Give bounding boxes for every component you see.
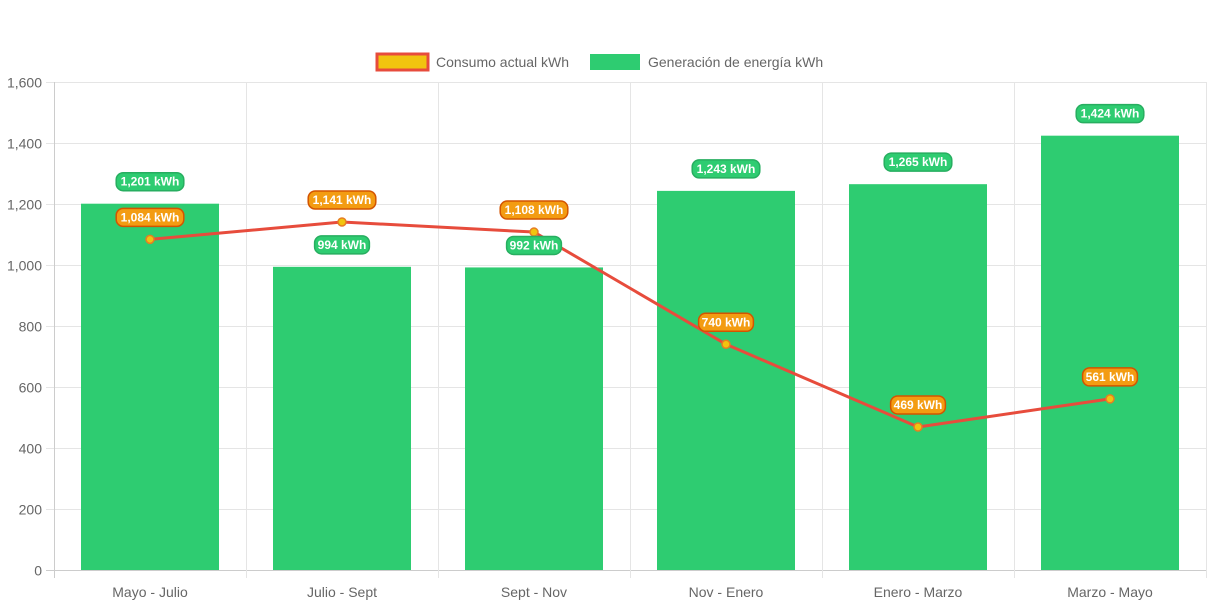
data-label-bg [691, 159, 761, 179]
x-tick-label: Sept - Nov [501, 584, 567, 600]
consumption-line [149, 220, 1111, 429]
y-tick-label: 1,600 [7, 75, 42, 91]
legend[interactable]: Consumo actual kWh Generación de energía … [375, 52, 823, 72]
bar-value-label: 992 kWh [505, 235, 563, 256]
bar-value-label: 1,424 kWh [1075, 103, 1145, 124]
line-point[interactable] [337, 217, 347, 227]
data-label-bg [883, 152, 953, 172]
data-label-bg [697, 312, 755, 333]
data-label-text: 740 kWh [702, 315, 751, 329]
bar[interactable] [81, 203, 219, 570]
y-tick-label: 200 [19, 502, 43, 518]
data-label-text: 469 kWh [894, 398, 943, 412]
bar-value-label: 1,243 kWh [691, 159, 761, 179]
bar-series [81, 135, 1179, 571]
x-tick-label: Julio - Sept [307, 584, 377, 600]
data-label-bg [889, 395, 947, 415]
bar[interactable] [849, 184, 987, 571]
data-label-bg [1075, 103, 1145, 124]
y-tick-label: 1,000 [7, 258, 42, 274]
x-tick-label: Nov - Enero [689, 584, 764, 600]
data-label-bg [115, 171, 185, 192]
data-label-text: 994 kWh [318, 238, 367, 252]
bar[interactable] [657, 190, 795, 570]
line-value-label: 469 kWh [889, 395, 947, 415]
data-label-bg [313, 235, 371, 255]
legend-swatch [590, 54, 640, 70]
data-label-text: 1,201 kWh [121, 175, 180, 189]
legend-item-generacion[interactable]: Generación de energía kWh [590, 54, 823, 70]
bar[interactable] [1041, 135, 1179, 570]
line-point[interactable] [721, 339, 731, 350]
data-label-bg [307, 190, 377, 210]
x-tick-label: Mayo - Julio [112, 584, 188, 600]
data-label-text: 1,084 kWh [121, 210, 180, 224]
data-label-text: 1,424 kWh [1081, 107, 1140, 121]
line-point[interactable] [913, 422, 923, 432]
line-series [145, 217, 1115, 432]
line-value-label: 1,084 kWh [115, 207, 185, 228]
y-tick-label: 1,200 [7, 197, 42, 213]
data-label-bg [115, 207, 185, 228]
legend-item-consumo[interactable]: Consumo actual kWh [375, 52, 569, 72]
bar[interactable] [465, 267, 603, 570]
line-value-label: 1,108 kWh [499, 200, 569, 220]
line-value-label: 1,141 kWh [307, 190, 377, 210]
line-value-label: 561 kWh [1081, 367, 1139, 387]
y-tick-label: 600 [19, 380, 43, 396]
y-tick-label: 800 [19, 319, 43, 335]
data-label-bg [499, 200, 569, 220]
data-label-bg [505, 235, 563, 256]
bar[interactable] [273, 266, 411, 570]
grid: 0 200 400 600 800 1,000 1,200 1,400 1,600 Mayo - … [7, 75, 1207, 600]
x-tick-label: Marzo - Mayo [1067, 584, 1153, 600]
data-label-text: 1,141 kWh [313, 193, 372, 207]
line-point[interactable] [529, 227, 539, 237]
data-label-text: 561 kWh [1086, 370, 1135, 384]
line-point[interactable] [1105, 394, 1115, 404]
bar-value-label: 1,201 kWh [115, 171, 185, 192]
y-tick-label: 400 [19, 441, 43, 457]
bar-value-label: 994 kWh [313, 235, 371, 255]
bar-value-label: 1,265 kWh [883, 152, 953, 172]
line-point[interactable] [145, 234, 155, 245]
data-label-text: 1,108 kWh [505, 203, 564, 217]
data-label-bg [1081, 367, 1139, 387]
legend-swatch [375, 52, 430, 72]
data-label-text: 1,265 kWh [889, 155, 948, 169]
line-value-label: 740 kWh [697, 312, 755, 333]
y-tick-label: 1,400 [7, 136, 42, 152]
x-tick-label: Enero - Marzo [874, 584, 963, 600]
data-label-text: 992 kWh [510, 238, 559, 252]
data-labels: 1,201 kWh 994 kWh 992 kWh 1,243 kWh 1,265 kW… [115, 103, 1145, 415]
y-tick-label: 0 [34, 563, 42, 579]
legend-label: Generación de energía kWh [648, 54, 823, 70]
data-label-text: 1,243 kWh [697, 162, 756, 176]
legend-label: Consumo actual kWh [436, 54, 569, 70]
